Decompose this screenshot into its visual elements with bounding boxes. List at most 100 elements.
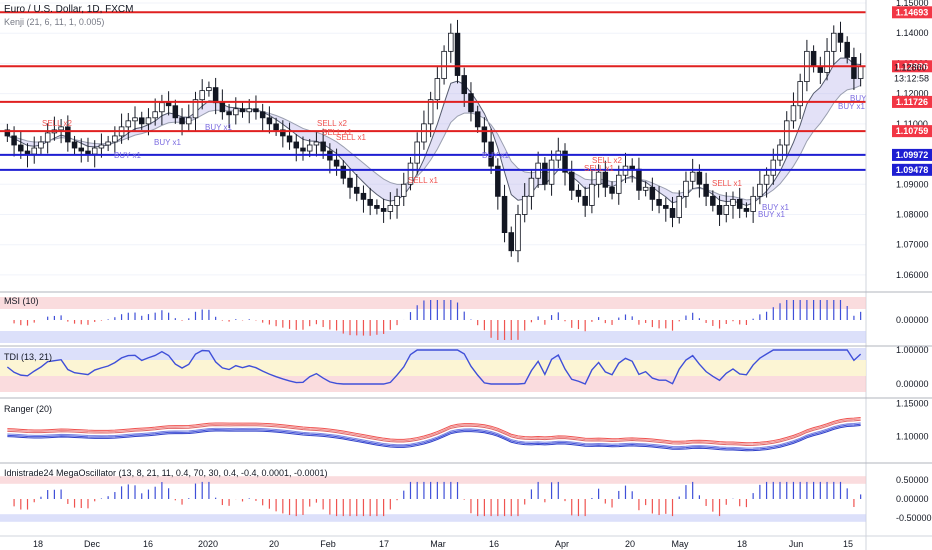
level-price-label: 1.14693 [896, 7, 929, 17]
tdi-mid-zone [0, 360, 866, 376]
candle [98, 133, 105, 158]
candle [837, 21, 844, 52]
candle-body [810, 50, 817, 67]
price-axis-bg [866, 0, 932, 550]
level-price-label: 1.09478 [896, 165, 929, 175]
candle [521, 183, 528, 223]
candle [427, 91, 434, 138]
candle-body [743, 208, 750, 212]
candle-body [777, 144, 783, 161]
candle-body [340, 165, 347, 179]
candle-body [837, 32, 844, 43]
candle [313, 132, 320, 157]
candle [105, 135, 111, 152]
signal-label: SELL x1 [322, 128, 352, 137]
candle-body [434, 78, 441, 101]
signal-label: BUY x1 [758, 210, 786, 219]
candle [481, 117, 488, 154]
candle [777, 138, 783, 167]
candle [589, 170, 595, 214]
candle [716, 195, 723, 226]
candle [347, 168, 353, 199]
mega-upper-zone [0, 476, 866, 484]
candle [757, 170, 763, 205]
candle [851, 47, 857, 91]
candle [810, 45, 817, 73]
candle-body [98, 144, 105, 149]
candle-body [542, 162, 548, 185]
candle-body [280, 129, 286, 137]
candle-body [306, 144, 313, 152]
time-tick-label: 20 [625, 539, 635, 549]
candle [844, 36, 850, 64]
candle [367, 187, 373, 216]
candle-body [206, 87, 212, 92]
candle-body [689, 171, 696, 182]
candle-body [595, 171, 602, 185]
candle [31, 136, 37, 164]
candle-body [750, 195, 756, 212]
candle [414, 132, 420, 175]
candle-body [360, 192, 367, 200]
candle [360, 185, 367, 213]
level-price-badge [892, 6, 932, 19]
level-price-badge [892, 125, 932, 138]
candle [797, 73, 803, 120]
candle [495, 158, 501, 210]
candle-body [333, 159, 340, 167]
mega-tick-label: 0.00000 [896, 494, 929, 504]
time-tick-label: Jun [789, 539, 804, 549]
signal-label: BUY x1 [205, 123, 233, 132]
candle-body [273, 123, 279, 131]
candle-body [501, 195, 508, 234]
candle-body [172, 105, 179, 119]
candle-body [797, 81, 803, 107]
candle-body [71, 141, 78, 149]
candle [273, 117, 279, 136]
candle-body [790, 105, 797, 122]
candle-body [239, 108, 246, 113]
candle-body [199, 90, 205, 101]
candle [743, 202, 750, 218]
candle-body [78, 147, 85, 152]
time-tick-label: 20 [269, 539, 279, 549]
candle-body [313, 141, 320, 146]
candle [132, 106, 138, 131]
signal-label: SELL x1 [408, 176, 438, 185]
signal-label: BUY x1 [482, 151, 510, 160]
candle [293, 134, 300, 162]
candle [555, 137, 562, 168]
candle [649, 177, 656, 211]
time-tick-label: Apr [555, 539, 569, 549]
time-tick-label: May [671, 539, 689, 549]
candle [172, 99, 179, 124]
signal-label: BUY x1 [154, 138, 182, 147]
ranger-band [7, 419, 861, 446]
candle [515, 204, 521, 263]
candle-body [320, 141, 326, 152]
candle-body [629, 165, 635, 170]
signal-label: BUY x1 [850, 94, 878, 103]
level-price-label: 1.11726 [896, 97, 928, 107]
candle [387, 192, 394, 220]
candle [831, 25, 837, 65]
candle [602, 160, 609, 197]
candle [280, 120, 286, 148]
candle [434, 67, 441, 110]
candle [689, 158, 696, 190]
candle-body [669, 208, 676, 218]
candle-body [656, 198, 662, 206]
candle [703, 172, 709, 207]
candle [723, 192, 730, 223]
candle [259, 103, 266, 132]
candle [206, 81, 212, 97]
candle-body [212, 87, 219, 104]
candle-body [528, 177, 535, 197]
candle [669, 196, 676, 228]
candle-body [508, 232, 515, 252]
candle-body [817, 66, 824, 73]
candle-body [233, 108, 239, 116]
candle-body [414, 141, 420, 164]
candle-body [562, 150, 568, 173]
level-price-badge [892, 60, 932, 73]
